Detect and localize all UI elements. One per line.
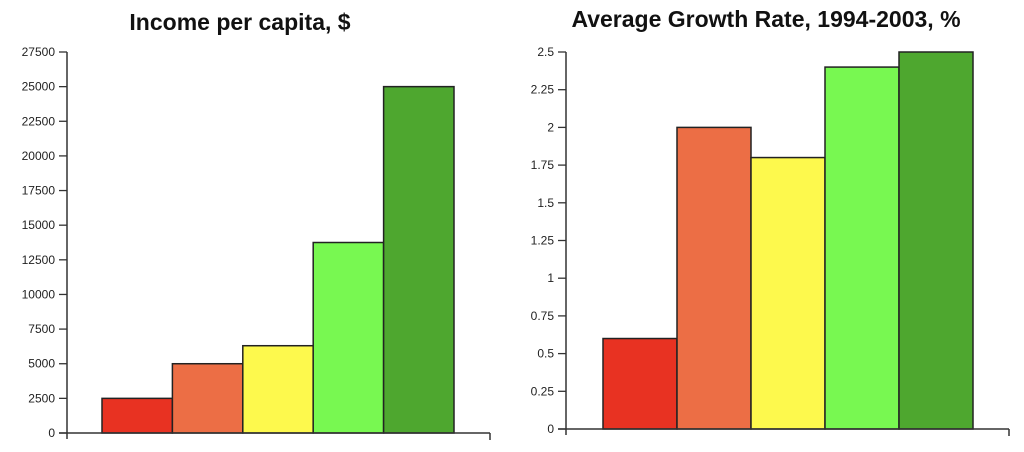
y-tick-label: 2.5 (537, 45, 554, 59)
y-tick-label: 1.5 (537, 196, 554, 210)
y-tick-label: 1 (547, 271, 554, 285)
y-tick-label: 20000 (22, 149, 56, 163)
y-tick-label: 0 (547, 422, 554, 436)
y-tick-label: 2500 (28, 391, 55, 405)
y-tick-label: 2 (547, 120, 554, 134)
bar (312, 241, 385, 434)
bar (382, 85, 455, 434)
y-tick-label: 0 (48, 426, 55, 440)
y-tick-label: 1.25 (531, 234, 555, 248)
bar (898, 51, 974, 430)
chart-title: Income per capita, $ (129, 9, 350, 35)
y-tick-label: 12500 (22, 253, 56, 267)
bar (242, 344, 314, 434)
y-tick-label: 2.25 (531, 83, 555, 97)
bar (101, 397, 174, 434)
y-tick-label: 25000 (22, 80, 56, 94)
chart-title: Average Growth Rate, 1994-2003, % (571, 6, 960, 32)
growth-chart: Average Growth Rate, 1994-2003, % 0 0.25 0… (531, 6, 1010, 436)
income-chart: Income per capita, $ 0 2500 5000 7500 10000 1… (22, 9, 491, 440)
y-tick-label: 10000 (22, 287, 56, 301)
bar (171, 362, 244, 434)
y-tick-label: 15000 (22, 218, 56, 232)
y-tick-label: 0.5 (537, 347, 554, 361)
y-tick-label: 1.75 (531, 158, 555, 172)
y-tick-label: 22500 (22, 114, 56, 128)
bar (824, 66, 900, 430)
y-tick-label: 27500 (22, 45, 56, 59)
bar (750, 156, 826, 430)
bar (602, 337, 678, 430)
y-tick-label: 17500 (22, 184, 56, 198)
y-tick-label: 5000 (28, 357, 55, 371)
y-tick-label: 0.75 (531, 309, 555, 323)
y-tick-label: 0.25 (531, 384, 555, 398)
y-tick-label: 7500 (28, 322, 55, 336)
bar (676, 126, 752, 430)
